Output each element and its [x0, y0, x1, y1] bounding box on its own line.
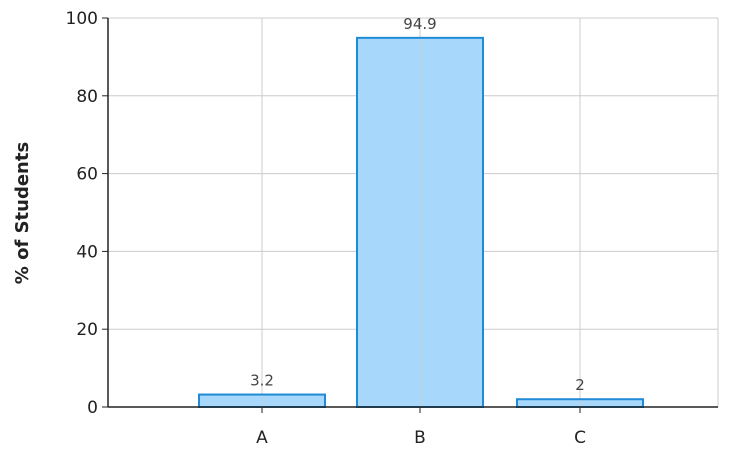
x-tick-label-A: A: [256, 428, 268, 448]
y-tick-label-80: 80: [76, 87, 98, 107]
x-tick-label-B: B: [414, 428, 426, 448]
labels: 0 20 40 60 80 100 3.2 A 94.9 B 2 C: [66, 9, 586, 448]
data-label-A: 3.2: [250, 372, 274, 390]
y-tick-label-0: 0: [87, 398, 98, 418]
y-tick-label-20: 20: [76, 320, 98, 340]
data-label-C: 2: [575, 376, 585, 394]
bars: [199, 38, 643, 407]
y-tick-label-40: 40: [76, 242, 98, 262]
data-label-B: 94.9: [403, 15, 436, 33]
x-tick-label-C: C: [574, 428, 586, 448]
y-axis-title: % of Students: [12, 142, 33, 284]
y-tick-label-100: 100: [66, 9, 98, 29]
y-tick-label-60: 60: [76, 165, 98, 185]
